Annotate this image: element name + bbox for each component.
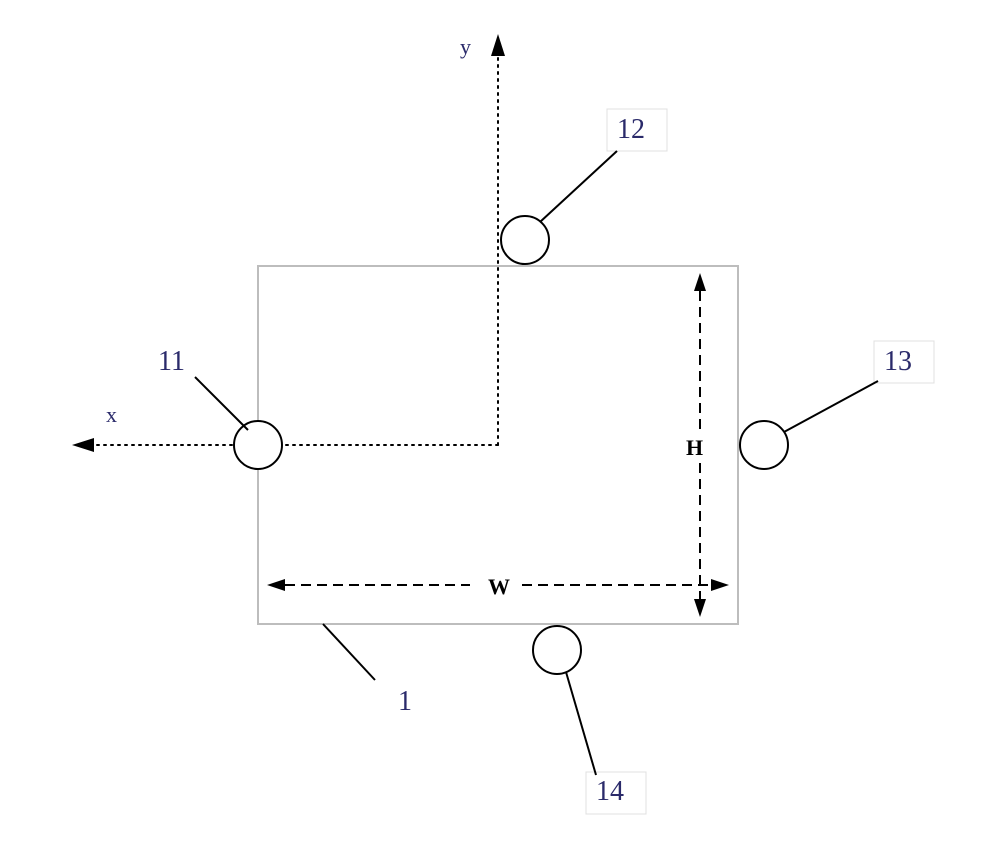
circle-13 (740, 421, 788, 469)
callout-label-12: 12 (617, 114, 645, 145)
dim-W-label: W (488, 574, 510, 599)
circle-11 (234, 421, 282, 469)
callout-line-14 (566, 672, 596, 775)
circle-12 (501, 216, 549, 264)
x-axis-arrowhead-icon (72, 438, 94, 452)
diagram-canvas: WH 121314111 yx (0, 0, 1000, 868)
y-axis-label: y (460, 34, 471, 59)
y-axis-arrowhead-icon (491, 34, 505, 56)
callout-label-13: 13 (884, 346, 912, 377)
callout-label-14: 14 (596, 776, 624, 807)
circle-14 (533, 626, 581, 674)
callout-label-1: 1 (398, 686, 412, 717)
callout-line-12 (540, 151, 617, 222)
x-axis-label: x (106, 402, 117, 427)
callout-label-11: 11 (158, 346, 185, 377)
callout-line-13 (784, 381, 878, 432)
dim-H-label: H (686, 435, 703, 460)
callout-line-11 (195, 377, 248, 430)
callout-line-1 (323, 624, 375, 680)
